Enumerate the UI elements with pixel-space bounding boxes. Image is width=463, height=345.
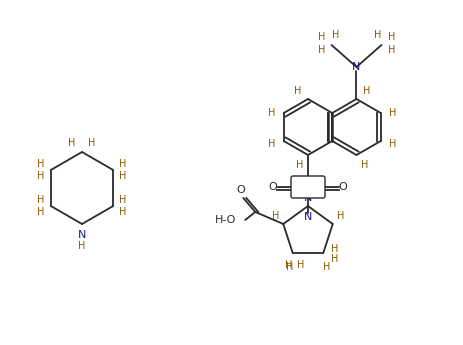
Text: H: H	[88, 138, 95, 148]
Text: H: H	[360, 160, 368, 170]
Text: Aos: Aos	[299, 183, 315, 191]
Text: H: H	[336, 211, 344, 221]
Text: H: H	[284, 260, 292, 270]
Text: H: H	[37, 159, 44, 169]
Text: H: H	[388, 139, 395, 149]
Text: H: H	[373, 30, 381, 40]
Text: H: H	[331, 30, 338, 40]
Text: H: H	[268, 108, 275, 118]
Text: H: H	[296, 260, 304, 270]
Text: O: O	[338, 182, 347, 192]
Text: H: H	[317, 32, 325, 42]
Text: N: N	[78, 230, 86, 240]
Text: H: H	[330, 254, 337, 264]
Text: H: H	[388, 108, 395, 118]
Text: N: N	[303, 193, 312, 203]
Text: H: H	[37, 207, 44, 217]
Text: H: H	[294, 86, 301, 96]
Text: H: H	[119, 195, 126, 205]
Text: H: H	[285, 262, 293, 272]
Text: H: H	[387, 45, 394, 55]
Text: N: N	[351, 62, 360, 72]
Text: H: H	[78, 241, 86, 251]
Text: H: H	[387, 32, 394, 42]
Text: H: H	[268, 139, 275, 149]
Text: H: H	[296, 160, 303, 170]
Text: H: H	[37, 171, 44, 181]
Text: H: H	[330, 244, 337, 254]
Text: H: H	[119, 159, 126, 169]
Text: O: O	[235, 185, 244, 195]
Text: H: H	[119, 207, 126, 217]
Text: H-O: H-O	[214, 215, 236, 225]
Text: N: N	[303, 212, 312, 222]
Text: H: H	[37, 195, 44, 205]
Text: H: H	[68, 138, 75, 148]
FancyBboxPatch shape	[290, 176, 324, 198]
Text: H: H	[322, 262, 329, 272]
Text: H: H	[271, 211, 278, 221]
Text: H: H	[317, 45, 325, 55]
Text: H: H	[119, 171, 126, 181]
Text: H: H	[362, 86, 369, 96]
Text: O: O	[268, 182, 277, 192]
